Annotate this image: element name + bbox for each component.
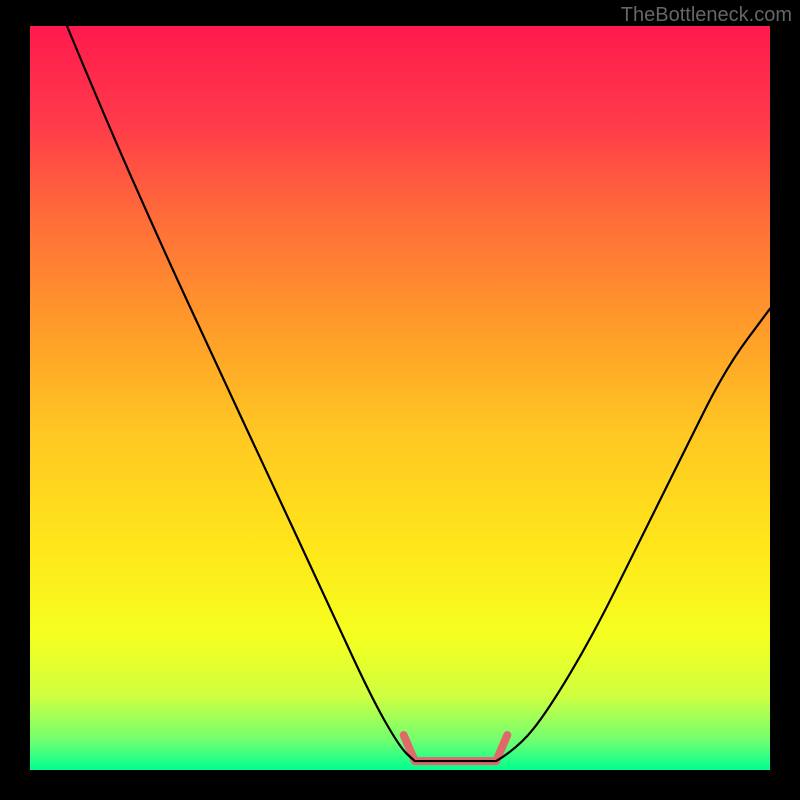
chart-frame: TheBottleneck.com — [0, 0, 800, 800]
gradient-background — [30, 26, 770, 770]
watermark-text: TheBottleneck.com — [621, 4, 792, 27]
bottleneck-chart-svg — [0, 0, 800, 800]
